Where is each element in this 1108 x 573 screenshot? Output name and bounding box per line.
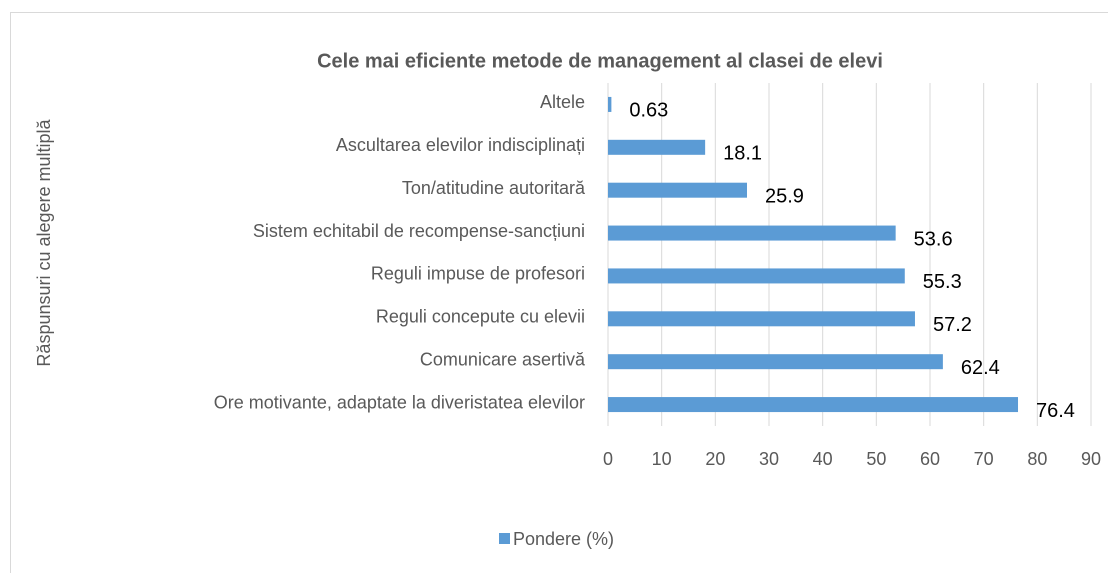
- y-tick-label: Comunicare asertivă: [420, 349, 586, 369]
- bar: [608, 96, 612, 112]
- bar: [608, 225, 896, 241]
- bar: [608, 397, 1019, 413]
- x-tick-label: 10: [652, 449, 672, 469]
- x-tick-label: 70: [974, 449, 994, 469]
- data-label: 55.3: [923, 271, 962, 293]
- y-tick-label: Altele: [540, 92, 585, 112]
- x-tick-label: 50: [866, 449, 886, 469]
- chart-frame: [10, 12, 1108, 573]
- x-tick-label: 0: [603, 449, 613, 469]
- y-tick-label: Ascultarea elevilor indisciplinați: [336, 135, 585, 155]
- x-tick-label: 20: [705, 449, 725, 469]
- x-tick-label: 30: [759, 449, 779, 469]
- data-label: 25.9: [765, 185, 804, 207]
- data-label: 0.63: [629, 100, 668, 122]
- x-tick-label: 60: [920, 449, 940, 469]
- bar: [608, 182, 747, 198]
- y-tick-label: Sistem echitabil de recompense-sancțiuni: [253, 221, 585, 241]
- data-label: 18.1: [723, 143, 762, 165]
- y-axis-label: Răspunsuri cu alegere multiplă: [34, 118, 54, 366]
- y-tick-label: Ore motivante, adaptate la diveristatea …: [214, 392, 585, 412]
- x-tick-label: 80: [1027, 449, 1047, 469]
- y-tick-label: Reguli concepute cu elevii: [376, 307, 585, 327]
- data-label: 53.6: [914, 228, 953, 250]
- y-tick-label: Reguli impuse de profesori: [371, 264, 585, 284]
- legend-label: Pondere (%): [513, 529, 614, 549]
- bar: [608, 354, 943, 370]
- data-label: 62.4: [961, 357, 1000, 379]
- x-tick-label: 90: [1081, 449, 1101, 469]
- bar: [608, 139, 706, 155]
- data-label: 57.2: [933, 314, 972, 336]
- bar: [608, 311, 915, 327]
- bar: [608, 268, 905, 284]
- y-tick-label: Ton/atitudine autoritară: [402, 178, 586, 198]
- data-label: 76.4: [1036, 400, 1075, 422]
- legend-swatch: [499, 533, 510, 544]
- x-tick-label: 40: [813, 449, 833, 469]
- chart-title: Cele mai eficiente metode de management …: [317, 50, 883, 72]
